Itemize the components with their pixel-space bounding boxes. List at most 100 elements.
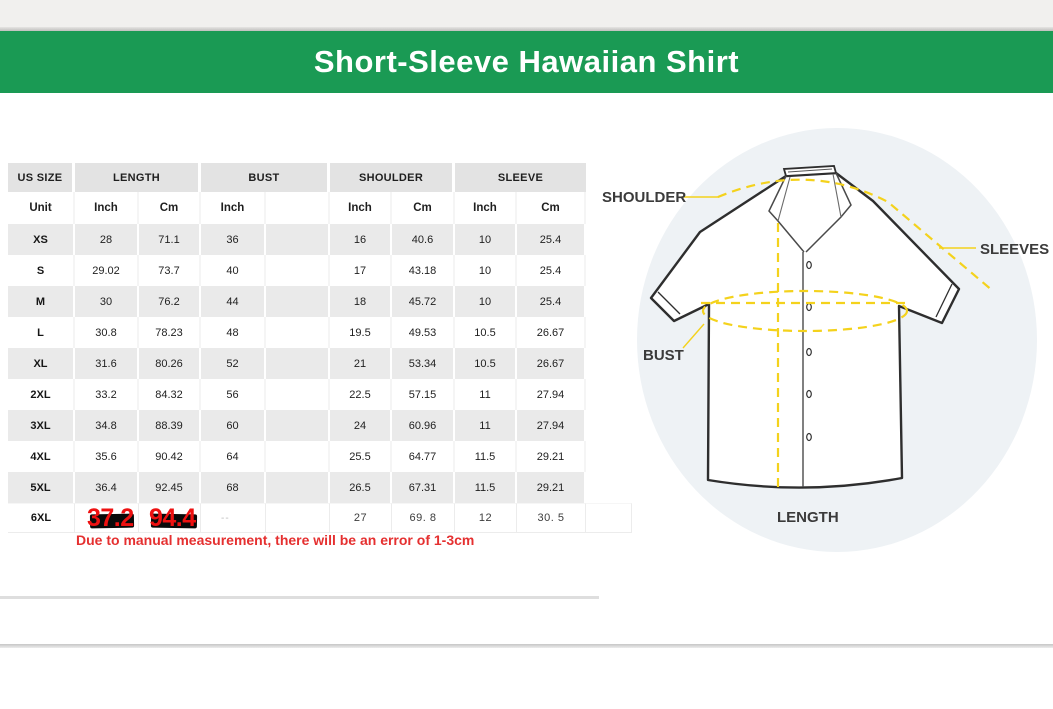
size-cell: XS [8, 224, 75, 255]
size-cell: 2XL [8, 379, 75, 410]
value-cell: 27.94 [517, 410, 586, 441]
value-cell: 33.2 [75, 379, 139, 410]
shirt-measurement-diagram: SHOULDER SLEEVES BUST LENGTH [602, 128, 1049, 552]
value-cell: 68 [201, 472, 266, 503]
button [806, 347, 812, 357]
size-cell: 3XL [8, 410, 75, 441]
value-cell: 11 [455, 410, 517, 441]
value-cell: 73.7 [139, 255, 201, 286]
value-cell [266, 255, 330, 286]
bust-label-connector [682, 323, 705, 349]
bust-cm-cell [266, 503, 330, 533]
group-header-bust: BUST [201, 163, 330, 192]
value-cell: 36 [201, 224, 266, 255]
size-cell: S [8, 255, 75, 286]
right-lapel [805, 172, 852, 253]
value-cell: 24 [330, 410, 392, 441]
value-cell: 11 [455, 379, 517, 410]
value-cell: 22.5 [330, 379, 392, 410]
table-row: 3XL 34.8 88.39 60 24 60.96 11 27.94 [8, 410, 586, 441]
value-cell: 29.21 [517, 472, 586, 503]
value-cell [266, 286, 330, 317]
value-cell: 21 [330, 348, 392, 379]
value-cell: 29.02 [75, 255, 139, 286]
size-cell: XL [8, 348, 75, 379]
unit-header: Cm [139, 192, 201, 224]
unit-header: Cm [517, 192, 586, 224]
size-cell: 6XL [8, 503, 75, 533]
short-divider-line [0, 596, 599, 599]
size-cell: 4XL [8, 441, 75, 472]
value-cell: 26.5 [330, 472, 392, 503]
table-row: 4XL 35.6 90.42 64 25.5 64.77 11.5 29.21 [8, 441, 586, 472]
value-cell: 40.6 [392, 224, 455, 255]
group-header-us-size: US SIZE [8, 163, 75, 192]
value-cell [266, 379, 330, 410]
unit-header: Cm [392, 192, 455, 224]
value-cell [266, 348, 330, 379]
value-cell: 25.4 [517, 255, 586, 286]
button [806, 260, 812, 270]
unit-header: Inch [75, 192, 139, 224]
value-cell: 19.5 [330, 317, 392, 348]
measurement-note: Due to manual measurement, there will be… [76, 532, 475, 548]
value-cell: 44 [201, 286, 266, 317]
value-cell: 25.5 [330, 441, 392, 472]
value-cell: 11.5 [455, 472, 517, 503]
value-cell [266, 224, 330, 255]
value-cell: 10 [455, 224, 517, 255]
value-cell: 60.96 [392, 410, 455, 441]
shoulder-inch-cell: 27 [330, 503, 392, 533]
length-label: LENGTH [777, 509, 839, 526]
value-cell: 67.31 [392, 472, 455, 503]
left-cuff-line [657, 291, 681, 315]
table-row: S 29.02 73.7 40 17 43.18 10 25.4 [8, 255, 586, 286]
value-cell: 52 [201, 348, 266, 379]
value-cell: 17 [330, 255, 392, 286]
sleeve-cm-cell: 30. 5 [517, 503, 586, 533]
value-cell: 43.18 [392, 255, 455, 286]
unit-header: Inch [455, 192, 517, 224]
sleeves-label: SLEEVES [980, 241, 1049, 258]
value-cell: 26.67 [517, 317, 586, 348]
value-cell: 53.34 [392, 348, 455, 379]
right-lapel-fold [832, 173, 842, 218]
value-cell: 25.4 [517, 224, 586, 255]
value-cell [266, 317, 330, 348]
bust-dashed-ellipse [701, 289, 909, 333]
value-cell: 80.26 [139, 348, 201, 379]
table-row: 2XL 33.2 84.32 56 22.5 57.15 11 27.94 [8, 379, 586, 410]
value-cell: 25.4 [517, 286, 586, 317]
shoulder-sleeve-dashed-line [717, 178, 994, 292]
value-cell: 60 [201, 410, 266, 441]
page-title: Short-Sleeve Hawaiian Shirt [313, 44, 740, 79]
value-cell: 84.32 [139, 379, 201, 410]
group-header-shoulder: SHOULDER [330, 163, 455, 192]
group-header-sleeve: SLEEVE [455, 163, 586, 192]
value-cell: 10.5 [455, 348, 517, 379]
length-inch-cell-redacted: 37.2 [75, 503, 139, 533]
unit-header [266, 192, 330, 224]
value-cell: 16 [330, 224, 392, 255]
value-cell: 88.39 [139, 410, 201, 441]
size-chart-table: US SIZE LENGTH BUST SHOULDER SLEEVE Unit… [8, 163, 586, 503]
value-cell: 34.8 [75, 410, 139, 441]
handwritten-value: 37.2 [87, 504, 134, 532]
table-row: XL 31.6 80.26 52 21 53.34 10.5 26.67 [8, 348, 586, 379]
size-cell: 5XL [8, 472, 75, 503]
group-header-length: LENGTH [75, 163, 201, 192]
value-cell: 64 [201, 441, 266, 472]
value-cell: 26.67 [517, 348, 586, 379]
table-row: 5XL 36.4 92.45 68 26.5 67.31 11.5 29.21 [8, 472, 586, 503]
value-cell: 10 [455, 255, 517, 286]
value-cell: 11.5 [455, 441, 517, 472]
unit-header-row: Unit Inch Cm Inch Inch Cm Inch Cm [8, 192, 586, 224]
collar-band-inner-line [787, 168, 833, 173]
value-cell: 10.5 [455, 317, 517, 348]
shoulder-cm-cell: 69. 8 [392, 503, 455, 533]
value-cell: 71.1 [139, 224, 201, 255]
button [806, 389, 812, 399]
unit-header: Inch [201, 192, 266, 224]
value-cell [266, 441, 330, 472]
long-divider-line [0, 644, 1053, 648]
